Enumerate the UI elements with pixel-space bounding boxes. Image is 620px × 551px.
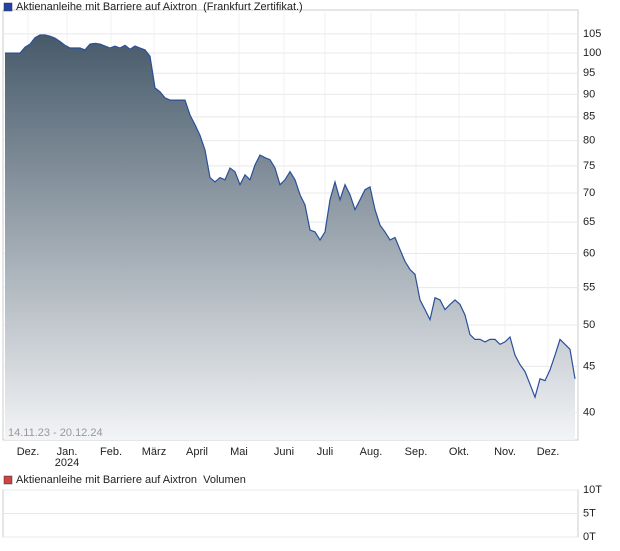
y-tick-label: 75 bbox=[583, 160, 595, 172]
y-tick-label: 55 bbox=[583, 282, 595, 294]
x-tick-label: Feb. bbox=[100, 446, 122, 458]
x-year-label: 2024 bbox=[55, 457, 79, 469]
x-tick-label: Juli bbox=[317, 446, 334, 458]
y-tick-label: 0T bbox=[583, 531, 596, 543]
y-tick-label: 95 bbox=[583, 67, 595, 79]
area bbox=[5, 35, 575, 440]
y-tick-label: 45 bbox=[583, 360, 595, 372]
x-tick-label: Juni bbox=[274, 446, 294, 458]
x-tick-label: April bbox=[186, 446, 208, 458]
legend-label: Aktienanleihe mit Barriere auf Aixtron V… bbox=[16, 474, 246, 486]
y-tick-label: 80 bbox=[583, 135, 595, 147]
y-tick-label: 90 bbox=[583, 88, 595, 100]
x-tick-label: Dez. bbox=[17, 446, 40, 458]
x-tick-label: Jan. bbox=[57, 446, 78, 458]
x-tick-label: Mai bbox=[230, 446, 248, 458]
y-tick-label: 50 bbox=[583, 319, 595, 331]
y-tick-label: 70 bbox=[583, 187, 595, 199]
x-tick-label: Nov. bbox=[494, 446, 516, 458]
x-tick-label: März bbox=[142, 446, 166, 458]
y-tick-label: 40 bbox=[583, 406, 595, 418]
y-tick-label: 105 bbox=[583, 28, 601, 40]
y-tick-label: 85 bbox=[583, 111, 595, 123]
legend-swatch bbox=[3, 2, 13, 12]
legend-label: Aktienanleihe mit Barriere auf Aixtron (… bbox=[16, 1, 303, 13]
line bbox=[5, 34, 576, 400]
x-tick-label: Aug. bbox=[360, 446, 383, 458]
y-tick-label: 5T bbox=[583, 507, 596, 519]
x-tick-label: Sep. bbox=[405, 446, 428, 458]
y-tick-label: 100 bbox=[583, 47, 601, 59]
legend-swatch bbox=[3, 475, 13, 485]
y-tick-label: 60 bbox=[583, 247, 595, 259]
x-tick-label: Dez. bbox=[537, 446, 560, 458]
y-tick-label: 10T bbox=[583, 484, 602, 496]
y-tick-label: 65 bbox=[583, 216, 595, 228]
x-tick-label: Okt. bbox=[449, 446, 469, 458]
date-range: 14.11.23 - 20.12.24 bbox=[8, 427, 103, 439]
